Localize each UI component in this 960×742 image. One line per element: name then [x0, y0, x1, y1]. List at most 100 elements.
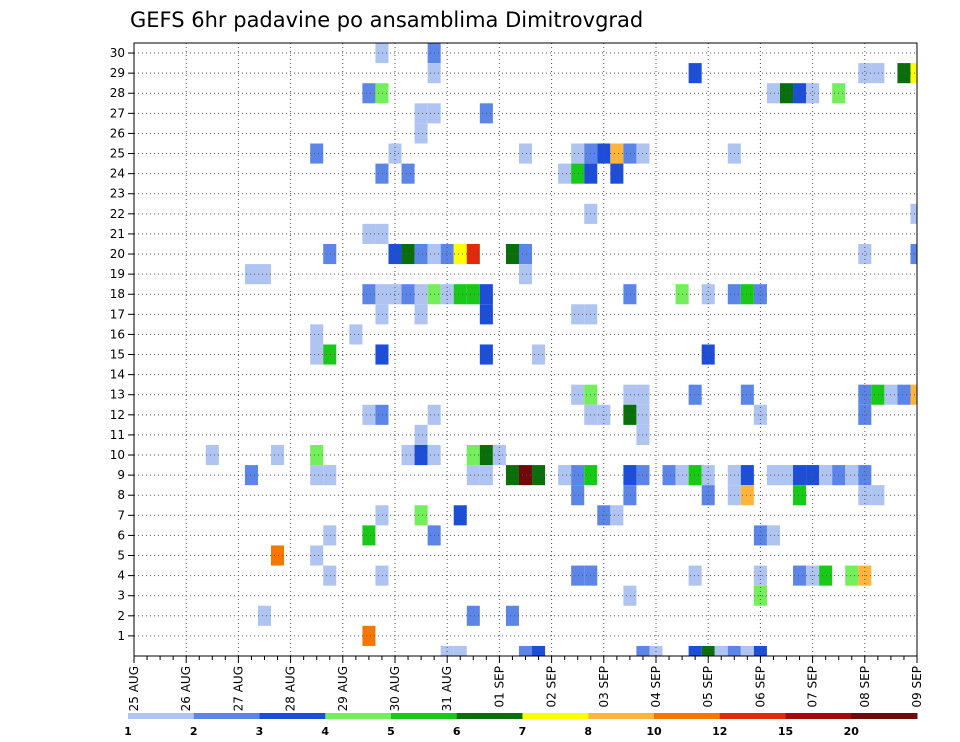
x-tick-label: 27 AUG	[231, 666, 245, 711]
heatmap-cell	[910, 243, 917, 265]
heatmap-cell	[375, 304, 389, 325]
heatmap-cell	[701, 284, 715, 305]
heatmap-cell	[806, 83, 820, 104]
heatmap-cell	[414, 444, 428, 466]
heatmap-cell	[871, 63, 885, 84]
heatmap-cell	[466, 243, 480, 265]
heatmap-cell	[414, 304, 428, 325]
x-tick-label: 05 SEP	[701, 666, 715, 708]
y-tick-label: 16	[110, 327, 125, 341]
heatmap-cell	[610, 505, 624, 526]
heatmap-cell	[257, 264, 272, 285]
colorbar-segment	[456, 713, 523, 719]
heatmap-cell	[740, 284, 754, 305]
heatmap-cell	[793, 565, 807, 586]
heatmap-cell	[701, 645, 715, 656]
heatmap-cell	[271, 545, 285, 566]
heatmap-cell	[740, 384, 754, 405]
heatmap-cell	[910, 203, 917, 224]
heatmap-cell	[375, 284, 389, 305]
heatmap-cell	[753, 645, 767, 656]
heatmap-cell	[362, 404, 376, 425]
heatmap-cell	[362, 625, 376, 646]
heatmap-cell	[858, 384, 872, 405]
heatmap-cell	[414, 103, 428, 124]
heatmap-cell	[205, 444, 219, 466]
heatmap-cell	[858, 404, 872, 425]
y-tick-label: 25	[110, 147, 125, 161]
heatmap-cell	[401, 444, 415, 466]
heatmap-cell	[858, 243, 872, 265]
heatmap-cell	[375, 43, 389, 64]
heatmap-cell	[388, 143, 402, 164]
colorbar-label: 8	[584, 725, 592, 738]
y-tick-label: 20	[110, 247, 125, 261]
heatmap-cell	[310, 465, 324, 486]
y-tick-label: 21	[110, 227, 125, 241]
heatmap-cell	[649, 645, 663, 656]
heatmap-cell	[401, 243, 415, 265]
y-tick-label: 8	[117, 488, 125, 502]
heatmap-cell	[518, 465, 533, 486]
heatmap-cell	[362, 83, 376, 104]
heatmap-cell	[571, 304, 585, 325]
x-tick-label: 29 AUG	[336, 666, 350, 711]
heatmap-cell	[414, 123, 428, 144]
y-tick-label: 13	[110, 388, 125, 402]
heatmap-cell	[766, 83, 780, 104]
y-tick-label: 15	[110, 348, 125, 362]
heatmap-cell	[414, 243, 428, 265]
heatmap-cell	[323, 525, 337, 546]
heatmap-cell	[505, 605, 519, 626]
heatmap-cell	[375, 344, 389, 365]
colorbar-label: 1	[124, 725, 132, 738]
heatmap-cell	[571, 143, 585, 164]
x-tick-label: 30 AUG	[388, 666, 402, 711]
colorbar-segment	[654, 713, 721, 719]
colorbar-label: 6	[453, 725, 461, 738]
heatmap-cell	[688, 384, 702, 405]
heatmap-cell	[375, 565, 389, 586]
heatmap-cell	[257, 605, 272, 626]
colorbar-segment	[851, 713, 918, 719]
heatmap-cell	[466, 465, 480, 486]
heatmap-cell	[571, 163, 585, 184]
heatmap-cell	[323, 344, 337, 365]
heatmap-cell	[375, 163, 389, 184]
heatmap-cell	[532, 645, 546, 656]
heatmap-cell	[597, 404, 611, 425]
heatmap-cell	[453, 505, 467, 526]
heatmap-cell	[819, 465, 833, 486]
colorbar-label: 2	[190, 725, 198, 738]
heatmap-cell	[636, 645, 650, 656]
heatmap-cell	[845, 565, 859, 586]
x-axis: 25 AUG 26 AUG 27 AUG 28 AUG 29 AUG 30 AUG 31 A…	[127, 656, 924, 711]
heatmap-cell	[440, 645, 454, 656]
heatmap-cell	[793, 485, 807, 506]
heatmap-cell	[310, 344, 324, 365]
heatmap-cell	[440, 284, 454, 305]
x-tick-label: 25 AUG	[127, 666, 141, 711]
y-tick-label: 1	[117, 629, 125, 643]
y-tick-label: 27	[110, 106, 125, 120]
heatmap-cell	[623, 143, 637, 164]
x-tick-label: 04 SEP	[649, 666, 663, 708]
y-tick-label: 7	[117, 508, 125, 522]
heatmap-cell	[505, 243, 519, 265]
heatmap-cell	[793, 83, 807, 104]
heatmap-cell	[558, 163, 572, 184]
colorbar-segment	[588, 713, 655, 719]
colorbar-segment	[193, 713, 260, 719]
heatmap-cell	[753, 404, 767, 425]
heatmap-cell	[323, 465, 337, 486]
heatmap-cell	[388, 243, 402, 265]
y-tick-label: 4	[117, 569, 125, 583]
grid-lines	[134, 43, 917, 656]
x-tick-label: 07 SEP	[806, 666, 820, 708]
heatmap-cell	[871, 485, 885, 506]
heatmap-cell	[740, 485, 754, 506]
y-tick-label: 28	[110, 86, 125, 100]
heatmap-cell	[623, 384, 637, 405]
heatmap-cell	[310, 444, 324, 466]
x-tick-label: 03 SEP	[597, 666, 611, 708]
